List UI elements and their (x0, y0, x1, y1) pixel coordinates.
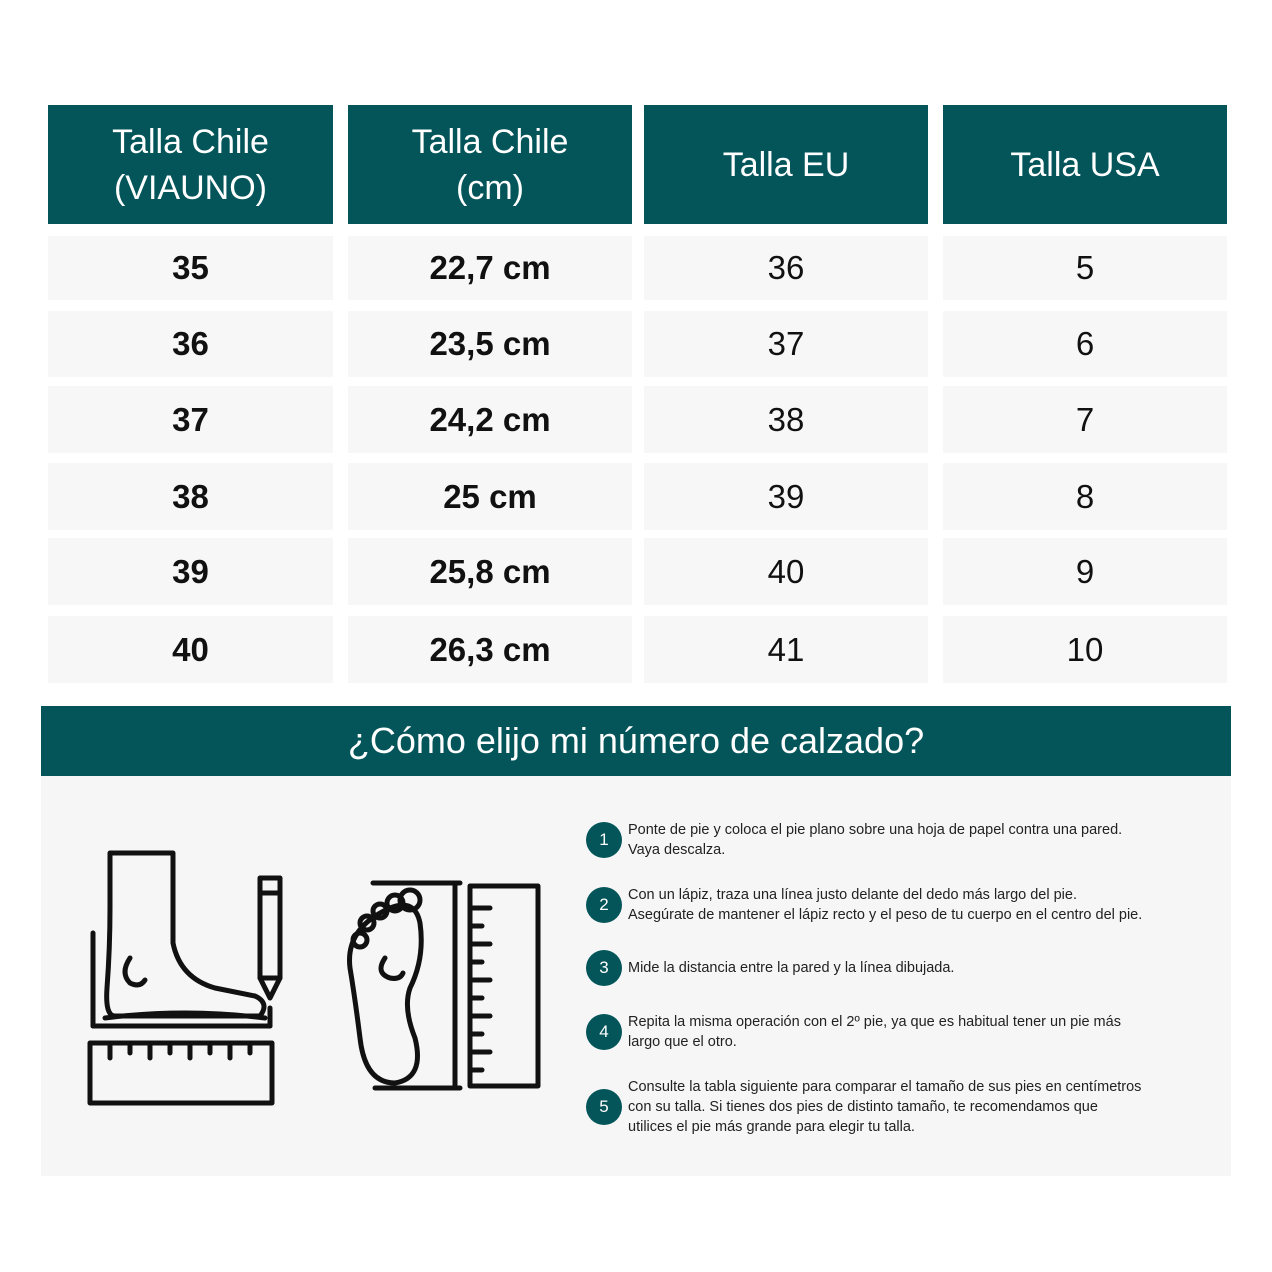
table-cell: 39 (644, 463, 928, 530)
step-number: 2 (586, 887, 622, 923)
table-cell: 37 (644, 311, 928, 377)
foot-side-measure-icon (87, 850, 283, 1106)
table-cell: 7 (943, 386, 1227, 453)
table-cell: 24,2 cm (348, 386, 632, 453)
table-cell: 40 (644, 538, 928, 605)
table-cell: 39 (48, 538, 333, 605)
step-text: Ponte de pie y coloca el pie plano sobre… (628, 822, 1123, 858)
step-text: Consulte la tabla siguiente para compara… (628, 1079, 1142, 1135)
step-number: 3 (586, 950, 622, 986)
table-cell: 40 (48, 616, 333, 683)
column-header: Talla Chile (VIAUNO) (48, 105, 333, 224)
table-cell: 37 (48, 386, 333, 453)
table-cell: 35 (48, 236, 333, 300)
table-cell: 10 (943, 616, 1227, 683)
step-item: 5 Consulte la tabla siguiente para compar… (586, 1079, 1141, 1135)
step-number: 1 (586, 822, 622, 858)
step-item: 3 Mide la distancia entre la pared y la l… (586, 950, 954, 986)
table-cell: 36 (644, 236, 928, 300)
table-cell: 26,3 cm (348, 616, 632, 683)
step-item: 2 Con un lápiz, traza una línea justo del… (586, 887, 1142, 923)
table-cell: 22,7 cm (348, 236, 632, 300)
column-header: Talla Chile (cm) (348, 105, 632, 224)
table-cell: 25 cm (348, 463, 632, 530)
step-item: 1 Ponte de pie y coloca el pie plano sobr… (586, 822, 1122, 858)
column-header: Talla USA (943, 105, 1227, 224)
table-cell: 25,8 cm (348, 538, 632, 605)
table-cell: 38 (644, 386, 928, 453)
step-number: 4 (586, 1014, 622, 1050)
step-text: Repita la misma operación con el 2º pie,… (628, 1014, 1121, 1050)
table-cell: 36 (48, 311, 333, 377)
table-cell: 8 (943, 463, 1227, 530)
step-item: 4 Repita la misma operación con el 2º pie… (586, 1014, 1121, 1050)
table-cell: 23,5 cm (348, 311, 632, 377)
foot-sole-ruler-icon (347, 880, 541, 1091)
guide-title: ¿Cómo elijo mi número de calzado? (41, 706, 1231, 776)
table-cell: 41 (644, 616, 928, 683)
step-number: 5 (586, 1089, 622, 1125)
step-text: Con un lápiz, traza una línea justo dela… (628, 887, 1143, 923)
table-cell: 5 (943, 236, 1227, 300)
column-header: Talla EU (644, 105, 928, 224)
table-cell: 38 (48, 463, 333, 530)
table-cell: 9 (943, 538, 1227, 605)
table-cell: 6 (943, 311, 1227, 377)
step-text: Mide la distancia entre la pared y la lí… (628, 960, 955, 976)
guide-panel (41, 776, 1231, 1176)
